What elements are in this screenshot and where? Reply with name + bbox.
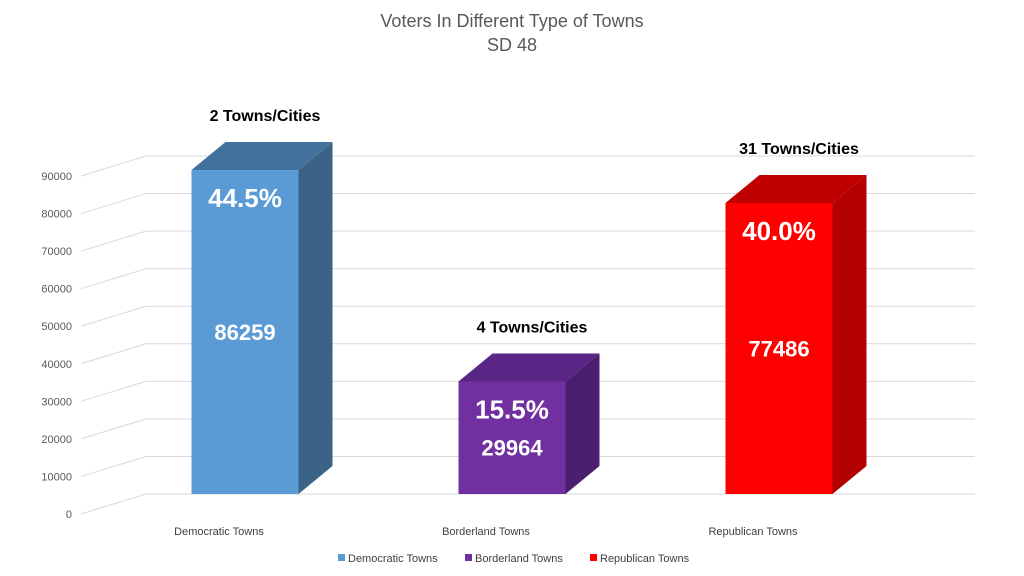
towns-annotation: 4 Towns/Cities bbox=[477, 319, 588, 336]
legend-swatch bbox=[338, 554, 345, 561]
chart-subtitle: SD 48 bbox=[487, 35, 537, 55]
legend-item-republican-towns: Republican Towns bbox=[590, 553, 690, 565]
gridline-diagonal bbox=[80, 493, 147, 515]
y-tick-label: 0 bbox=[66, 509, 72, 521]
gridline-diagonal bbox=[80, 193, 147, 215]
bar-republican-towns: 40.0% 77486 31 Towns/Cities bbox=[725, 141, 867, 495]
bar-side bbox=[832, 174, 867, 495]
x-category-label: Republican Towns bbox=[708, 526, 798, 538]
legend-item-borderland-towns: Borderland Towns bbox=[465, 553, 563, 565]
bar-side bbox=[565, 353, 600, 494]
percent-label: 15.5% bbox=[475, 394, 549, 424]
y-axis: 0 10000 20000 30000 40000 50000 60000 70000 8000… bbox=[41, 171, 72, 521]
y-tick-label: 80000 bbox=[41, 209, 72, 221]
legend: Democratic Towns Borderland Towns Republic… bbox=[338, 553, 690, 565]
gridline-diagonal bbox=[80, 343, 147, 365]
gridline-diagonal bbox=[80, 380, 147, 402]
y-tick-label: 10000 bbox=[41, 471, 72, 483]
bar-front bbox=[725, 202, 833, 495]
bar-front bbox=[458, 381, 566, 494]
legend-swatch bbox=[590, 554, 597, 561]
bar-top bbox=[191, 142, 333, 171]
y-tick-label: 90000 bbox=[41, 171, 72, 183]
x-axis: Democratic Towns Borderland Towns Republic… bbox=[174, 526, 798, 538]
legend-swatch bbox=[465, 554, 472, 561]
percent-label: 40.0% bbox=[742, 216, 816, 246]
value-label: 77486 bbox=[748, 336, 809, 361]
gridline-diagonal bbox=[80, 305, 147, 327]
towns-annotation: 2 Towns/Cities bbox=[210, 108, 321, 125]
bar-borderland-towns: 15.5% 29964 4 Towns/Cities bbox=[458, 319, 600, 494]
value-label: 29964 bbox=[481, 435, 543, 460]
bar-top bbox=[725, 174, 867, 203]
gridline-diagonal bbox=[80, 155, 147, 177]
bar-democratic-towns: 44.5% 86259 2 Towns/Cities bbox=[191, 108, 333, 494]
bar-side bbox=[298, 142, 333, 494]
bar-top bbox=[458, 353, 600, 382]
gridline-diagonal bbox=[80, 455, 147, 477]
y-tick-label: 50000 bbox=[41, 321, 72, 333]
towns-annotation: 31 Towns/Cities bbox=[739, 141, 859, 158]
gridline-diagonal bbox=[80, 230, 147, 252]
chart-title: Voters In Different Type of Towns bbox=[380, 11, 643, 31]
y-tick-label: 20000 bbox=[41, 434, 72, 446]
legend-label: Republican Towns bbox=[600, 553, 690, 565]
percent-label: 44.5% bbox=[208, 183, 282, 213]
y-tick-label: 30000 bbox=[41, 396, 72, 408]
legend-label: Borderland Towns bbox=[475, 553, 563, 565]
y-tick-label: 60000 bbox=[41, 284, 72, 296]
gridline-diagonal bbox=[80, 418, 147, 440]
legend-item-democratic-towns: Democratic Towns bbox=[338, 553, 438, 565]
y-tick-label: 40000 bbox=[41, 359, 72, 371]
x-category-label: Democratic Towns bbox=[174, 526, 264, 538]
bar-front bbox=[191, 170, 299, 494]
x-category-label: Borderland Towns bbox=[442, 526, 530, 538]
value-label: 86259 bbox=[214, 320, 275, 345]
y-tick-label: 70000 bbox=[41, 246, 72, 258]
bar-series: 44.5% 86259 2 Towns/Cities 15.5% 29964 4 Town… bbox=[191, 108, 867, 495]
gridline-diagonal bbox=[80, 268, 147, 290]
legend-label: Democratic Towns bbox=[348, 553, 438, 565]
